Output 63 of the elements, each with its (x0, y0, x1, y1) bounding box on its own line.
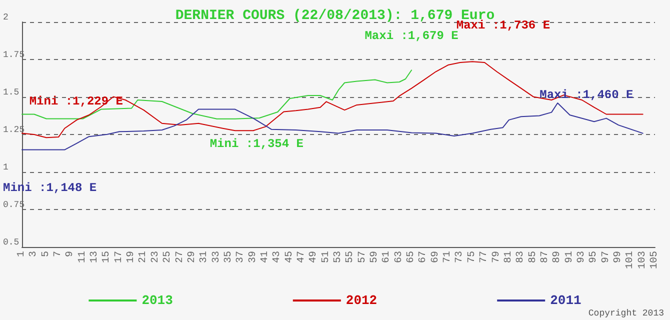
x-tick-label: 87 (540, 251, 551, 264)
x-tick-label: 95 (588, 251, 600, 264)
legend-label: 2012 (346, 293, 378, 308)
annotation: Mini :1,229 E (29, 94, 123, 109)
x-tick-label: 89 (552, 251, 564, 264)
x-tick-label: 83 (516, 251, 527, 264)
x-tick-label: 103 (637, 251, 648, 270)
x-tick-label: 27 (174, 251, 186, 264)
x-tick-label: 11 (77, 251, 88, 264)
x-tick-label: 97 (600, 251, 612, 264)
x-tick-label: 17 (114, 251, 125, 264)
x-tick-label: 7 (53, 251, 64, 258)
legend-label: 2011 (550, 293, 582, 308)
x-tick-label: 25 (162, 251, 174, 264)
legend-label: 2013 (142, 293, 174, 308)
text: Copyright 2013 (588, 308, 664, 318)
y-tick-label: 1 (3, 162, 8, 172)
x-tick-label: 81 (503, 251, 514, 264)
x-tick-label: 9 (65, 251, 76, 258)
x-tick-label: 51 (320, 251, 332, 264)
x-tick-label: 63 (394, 251, 405, 264)
x-tick-label: 55 (345, 251, 356, 264)
x-tick-label: 93 (576, 251, 588, 264)
x-tick-label: 59 (370, 251, 381, 264)
y-tick-label: 0.5 (3, 238, 20, 248)
x-tick-label: 79 (491, 251, 502, 264)
x-tick-label: 65 (406, 251, 418, 264)
x-tick-label: 85 (528, 251, 539, 264)
x-tick-label: 67 (418, 251, 430, 264)
x-tick-label: 41 (260, 251, 271, 264)
annotation: Mini :1,354 E (210, 136, 304, 151)
x-tick-label: 91 (564, 251, 576, 264)
x-tick-label: 105 (650, 251, 660, 270)
x-tick-label: 33 (211, 251, 222, 264)
x-tick-label: 21 (138, 251, 150, 264)
annotation: Maxi :1,679 E (364, 29, 458, 44)
x-tick-label: 61 (382, 251, 393, 264)
x-tick-label: 73 (454, 251, 466, 264)
x-tick-label: 19 (126, 251, 138, 264)
x-tick-label: 15 (102, 251, 113, 264)
x-tick-label: 29 (186, 251, 198, 264)
x-tick-label: 37 (236, 251, 247, 264)
x-tick-label: 31 (199, 251, 210, 264)
x-tick-label: 43 (272, 251, 284, 264)
x-tick-label: 49 (308, 251, 320, 264)
x-tick-label: 71 (442, 251, 454, 264)
x-tick-label: 23 (150, 251, 162, 264)
x-tick-label: 39 (248, 251, 259, 264)
x-tick-label: 45 (284, 251, 296, 264)
x-tick-label: 3 (28, 251, 40, 258)
x-tick-label: 35 (223, 251, 234, 264)
x-tick-label: 53 (333, 251, 344, 264)
x-tick-label: 13 (90, 251, 101, 264)
y-tick-label: 1.5 (3, 88, 20, 98)
x-tick-label: 75 (466, 251, 478, 264)
x-tick-label: 101 (625, 251, 636, 270)
x-tick-label: 57 (357, 251, 368, 264)
x-tick-label: 69 (430, 251, 442, 264)
x-tick-label: 99 (612, 251, 624, 264)
x-tick-label: 5 (40, 251, 52, 258)
x-tick-label: 47 (296, 251, 308, 264)
x-tick-label: 77 (479, 251, 490, 264)
y-tick-label: 2 (3, 12, 8, 22)
